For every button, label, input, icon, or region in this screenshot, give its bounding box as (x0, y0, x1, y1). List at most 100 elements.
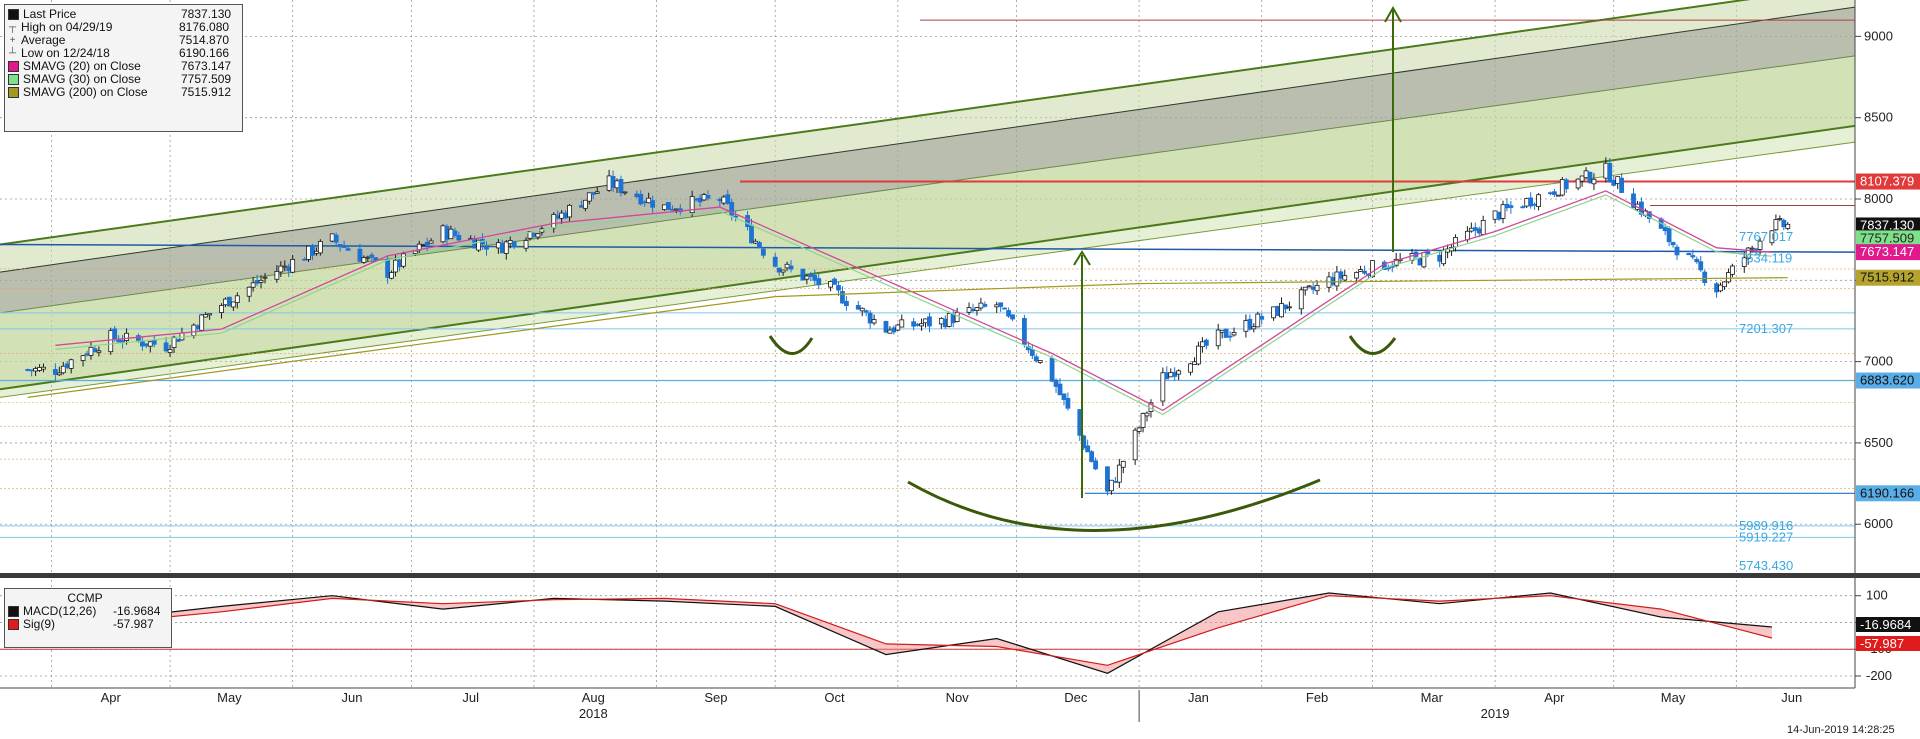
candle-body (1243, 320, 1249, 332)
x-month-label: May (1661, 690, 1686, 705)
value-label: 7837.130 (1860, 217, 1914, 232)
candles (25, 157, 1791, 496)
candle-body (1646, 211, 1652, 219)
candle-body (254, 280, 260, 284)
candle-body (788, 265, 794, 270)
candle-body (800, 268, 806, 281)
legend-row: Last Price 7837.130 (5, 8, 242, 21)
candle-body (697, 197, 703, 203)
candle-body (1140, 413, 1146, 428)
candle-body (1579, 175, 1585, 182)
value-label-box (1856, 485, 1920, 502)
candle-body (511, 241, 517, 248)
candle-body (804, 275, 810, 280)
candle-body (175, 339, 181, 342)
candle-body (1112, 481, 1118, 483)
candle-body (1120, 460, 1126, 468)
legend-label: Low on 12/24/18 (21, 46, 110, 60)
candle-body (867, 312, 873, 324)
candle-body (895, 324, 901, 331)
sma200-line (27, 277, 1788, 398)
candle-body (1472, 227, 1478, 231)
candle-body (1749, 247, 1755, 250)
candle-body (701, 194, 707, 201)
fib-labels: 7767.017 7634.119 7201.307 5989.9165919.227… (1739, 229, 1793, 573)
candle-body (1686, 252, 1692, 256)
candle-body (840, 291, 845, 304)
candle-body (721, 196, 727, 204)
value-label: 8107.379 (1860, 174, 1914, 189)
macd-legend-value: -57.987 (113, 617, 154, 631)
x-month-label: Dec (1064, 690, 1088, 705)
legend-label: SMAVG (20) on Close (23, 59, 141, 73)
candle-body (1314, 284, 1320, 292)
candle-body (1476, 228, 1482, 234)
legend-marker-icon: + (9, 35, 16, 46)
candle-body (859, 307, 865, 312)
candle-body (590, 192, 596, 195)
candle-body (507, 240, 513, 245)
candle-body (1164, 372, 1170, 380)
candle-body (1741, 257, 1747, 267)
candle-body (1358, 269, 1363, 272)
candle-body (389, 272, 394, 279)
y-tick-label: 7000 (1864, 354, 1893, 369)
target-arrowhead (1384, 5, 1402, 23)
candle-body (1136, 427, 1142, 432)
candle-body (551, 214, 557, 229)
candle-body (1524, 198, 1530, 207)
candle-body (1203, 339, 1209, 346)
candle-body (448, 228, 454, 240)
candle-body (871, 319, 877, 324)
macd-legend-row: Sig(9) -57.987 (5, 618, 171, 631)
candle-body (120, 340, 126, 343)
macd-legend-value: -16.9684 (113, 604, 161, 618)
candle-body (1694, 258, 1700, 263)
candle-body (780, 269, 786, 273)
candle-body (1615, 176, 1621, 185)
grey-channel-band (0, 7, 1855, 313)
candle-body (452, 230, 458, 236)
legend-row: ┴ Low on 12/24/18 6190.166 (5, 47, 242, 60)
candle-body (994, 304, 1000, 308)
x-month-label: May (217, 690, 242, 705)
candle-body (970, 308, 976, 312)
macd-legend-row: MACD(12,26) -16.9684 (5, 605, 171, 618)
candle-body (610, 176, 616, 188)
candle-body (357, 248, 363, 262)
candle-body (669, 208, 675, 211)
candle-body (729, 202, 735, 216)
candle-body (1006, 310, 1011, 317)
candle-body (1496, 211, 1502, 220)
candle-body (1714, 283, 1719, 293)
candle-body (618, 179, 624, 194)
candle-body (606, 175, 612, 191)
legend-swatch-icon (8, 619, 19, 630)
x-month-label: Jun (342, 690, 363, 705)
candle-body (1255, 313, 1261, 328)
candle-body (887, 329, 893, 334)
candle-body (942, 318, 948, 328)
candle-body (614, 180, 620, 189)
price-legend: Last Price 7837.130 ┬ High on 04/29/19 8176.… (4, 4, 243, 132)
candle-body (836, 285, 841, 291)
candle-body (1555, 194, 1561, 197)
candle-body (345, 248, 351, 251)
candle-body (772, 256, 778, 267)
candle-body (1722, 281, 1727, 288)
sma20-line (55, 190, 1772, 412)
candle-body (1172, 371, 1178, 377)
candle-body (258, 279, 264, 283)
candle-body (567, 204, 572, 218)
macd-value-box (1856, 616, 1920, 632)
candle-body (151, 339, 157, 345)
channel-line (0, 141, 1856, 398)
right-handle-arc (1348, 335, 1397, 355)
fib-label: 7634.119 (1739, 250, 1792, 265)
candle-body (1607, 162, 1613, 183)
panel-divider (0, 573, 1920, 578)
fib-label: 7767.017 (1739, 229, 1793, 244)
candle-body (1591, 178, 1597, 185)
candle-body (982, 303, 988, 307)
candle-body (1065, 398, 1071, 409)
